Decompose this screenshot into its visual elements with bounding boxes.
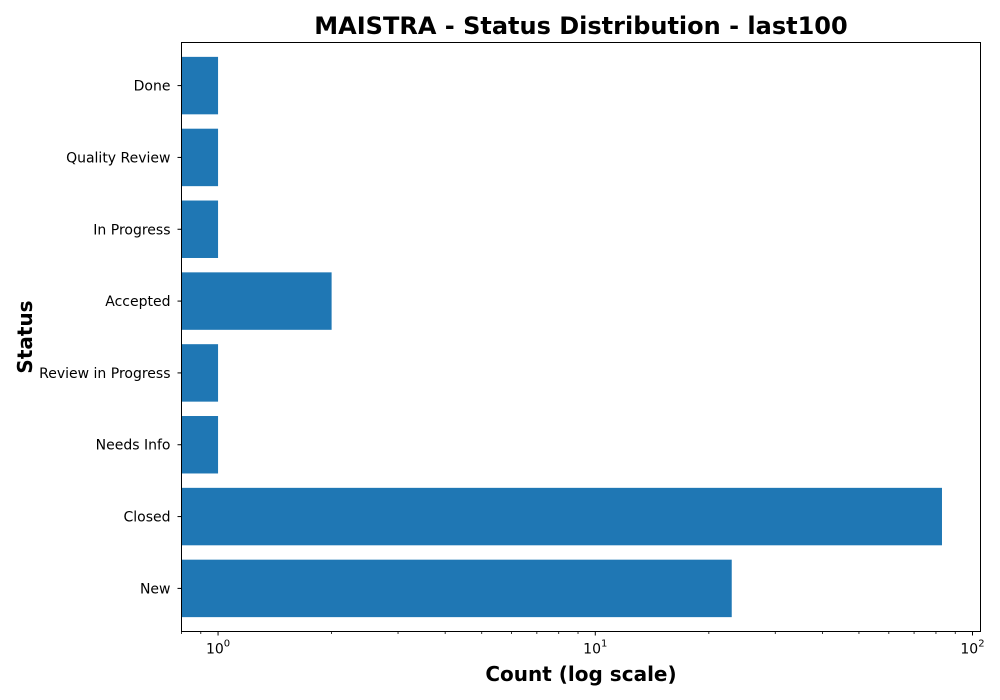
x-tick-label: 102 xyxy=(960,639,984,658)
bar-quality-review xyxy=(181,128,219,187)
y-tick-label: Closed xyxy=(123,510,170,526)
y-tick-label: New xyxy=(140,581,171,597)
bar-needs-info xyxy=(181,416,219,474)
bar-accepted xyxy=(181,272,332,330)
bar-review-in-progress xyxy=(181,344,219,402)
y-tick-label: Accepted xyxy=(105,294,170,310)
x-tick-label: 101 xyxy=(583,639,607,658)
bars-group xyxy=(181,56,942,618)
y-tick-label: In Progress xyxy=(93,222,170,238)
y-tick-label: Quality Review xyxy=(66,150,170,166)
x-axis: 100 101 102 xyxy=(181,631,985,658)
bar-in-progress xyxy=(181,200,219,258)
bar-closed xyxy=(181,487,942,546)
y-axis: New Closed Needs Info Review in Progress Acc… xyxy=(39,79,182,597)
chart-title: MAISTRA - Status Distribution - last100 xyxy=(314,12,847,40)
bar-done xyxy=(181,56,219,115)
x-axis-label: Count (log scale) xyxy=(485,662,676,686)
y-tick-label: Needs Info xyxy=(96,438,171,454)
y-axis-label: Status xyxy=(13,300,37,373)
y-tick-label: Review in Progress xyxy=(39,366,170,382)
plot-frame xyxy=(181,42,981,632)
y-tick-label: Done xyxy=(134,79,171,95)
x-tick-label: 100 xyxy=(206,639,230,658)
bar-new xyxy=(181,559,732,618)
